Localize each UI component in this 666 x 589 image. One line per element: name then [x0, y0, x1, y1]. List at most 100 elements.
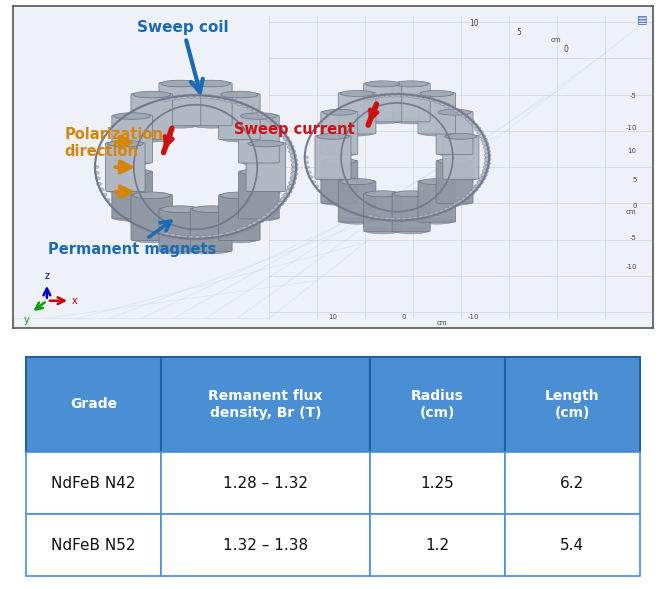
Ellipse shape [262, 216, 268, 220]
Ellipse shape [472, 187, 478, 191]
FancyBboxPatch shape [370, 514, 505, 576]
FancyBboxPatch shape [112, 171, 153, 219]
Ellipse shape [257, 111, 264, 115]
Ellipse shape [242, 227, 248, 230]
FancyBboxPatch shape [370, 452, 505, 514]
Ellipse shape [401, 93, 408, 97]
Ellipse shape [424, 96, 430, 100]
Ellipse shape [484, 145, 490, 150]
Ellipse shape [438, 151, 471, 157]
Ellipse shape [274, 124, 280, 129]
Ellipse shape [206, 235, 213, 240]
Ellipse shape [444, 103, 450, 107]
Ellipse shape [99, 188, 104, 191]
Ellipse shape [420, 218, 454, 224]
Ellipse shape [200, 236, 207, 240]
Ellipse shape [175, 234, 182, 239]
Ellipse shape [290, 176, 297, 180]
Ellipse shape [285, 141, 292, 145]
Ellipse shape [240, 112, 277, 120]
Ellipse shape [391, 219, 396, 221]
Ellipse shape [326, 197, 332, 200]
Ellipse shape [412, 216, 419, 220]
Ellipse shape [280, 133, 287, 137]
FancyBboxPatch shape [26, 357, 161, 452]
Text: NdFeB N52: NdFeB N52 [51, 538, 136, 552]
Ellipse shape [249, 224, 254, 227]
Ellipse shape [390, 218, 396, 222]
Ellipse shape [158, 232, 163, 235]
Ellipse shape [429, 98, 436, 102]
Ellipse shape [481, 138, 488, 142]
Ellipse shape [401, 217, 408, 221]
Ellipse shape [468, 191, 475, 195]
Ellipse shape [367, 95, 374, 100]
Text: Polarization
direction: Polarization direction [65, 127, 163, 159]
Ellipse shape [218, 97, 226, 101]
Ellipse shape [378, 217, 384, 221]
FancyBboxPatch shape [505, 514, 640, 576]
Ellipse shape [340, 218, 374, 224]
Ellipse shape [418, 95, 424, 99]
Ellipse shape [107, 187, 143, 194]
FancyBboxPatch shape [436, 160, 473, 203]
Ellipse shape [304, 156, 308, 159]
Ellipse shape [274, 205, 280, 210]
Ellipse shape [187, 94, 194, 98]
Ellipse shape [323, 200, 356, 206]
FancyBboxPatch shape [321, 111, 358, 154]
Ellipse shape [133, 192, 170, 198]
Ellipse shape [394, 191, 428, 197]
Ellipse shape [181, 236, 186, 239]
Text: 10: 10 [328, 313, 338, 320]
FancyBboxPatch shape [218, 194, 260, 240]
Text: Permanent magnets: Permanent magnets [49, 221, 217, 257]
Ellipse shape [240, 168, 277, 175]
Ellipse shape [242, 103, 248, 108]
Text: -5: -5 [630, 93, 637, 99]
Ellipse shape [311, 180, 316, 183]
Ellipse shape [366, 191, 400, 197]
Ellipse shape [187, 236, 194, 240]
Ellipse shape [482, 141, 489, 145]
Ellipse shape [395, 93, 402, 97]
Ellipse shape [283, 136, 290, 141]
Text: 0: 0 [632, 203, 637, 209]
Ellipse shape [407, 217, 413, 221]
Ellipse shape [458, 111, 464, 115]
Ellipse shape [270, 121, 277, 125]
Ellipse shape [247, 224, 254, 229]
Ellipse shape [168, 234, 176, 238]
Text: cm: cm [436, 320, 447, 326]
Ellipse shape [262, 114, 268, 119]
Ellipse shape [125, 217, 129, 220]
Ellipse shape [266, 117, 273, 122]
Ellipse shape [323, 151, 356, 157]
Text: 1.32 – 1.38: 1.32 – 1.38 [223, 538, 308, 552]
Ellipse shape [192, 80, 230, 87]
Text: -10: -10 [625, 264, 637, 270]
Ellipse shape [212, 95, 219, 100]
Ellipse shape [206, 95, 213, 99]
Ellipse shape [438, 110, 471, 115]
Ellipse shape [453, 203, 460, 207]
FancyBboxPatch shape [112, 115, 153, 163]
Ellipse shape [276, 203, 282, 207]
Ellipse shape [369, 216, 374, 219]
Ellipse shape [318, 189, 322, 192]
Ellipse shape [420, 130, 454, 136]
Text: 5.4: 5.4 [560, 538, 585, 552]
Text: 1.25: 1.25 [420, 475, 454, 491]
Ellipse shape [248, 187, 284, 194]
Ellipse shape [317, 134, 349, 139]
Ellipse shape [458, 201, 462, 204]
Ellipse shape [438, 158, 471, 164]
Ellipse shape [114, 112, 151, 120]
Ellipse shape [472, 189, 476, 192]
Ellipse shape [287, 145, 294, 149]
FancyBboxPatch shape [505, 357, 640, 452]
Ellipse shape [468, 120, 475, 124]
Ellipse shape [429, 213, 436, 217]
Ellipse shape [483, 171, 488, 174]
Ellipse shape [479, 134, 486, 138]
